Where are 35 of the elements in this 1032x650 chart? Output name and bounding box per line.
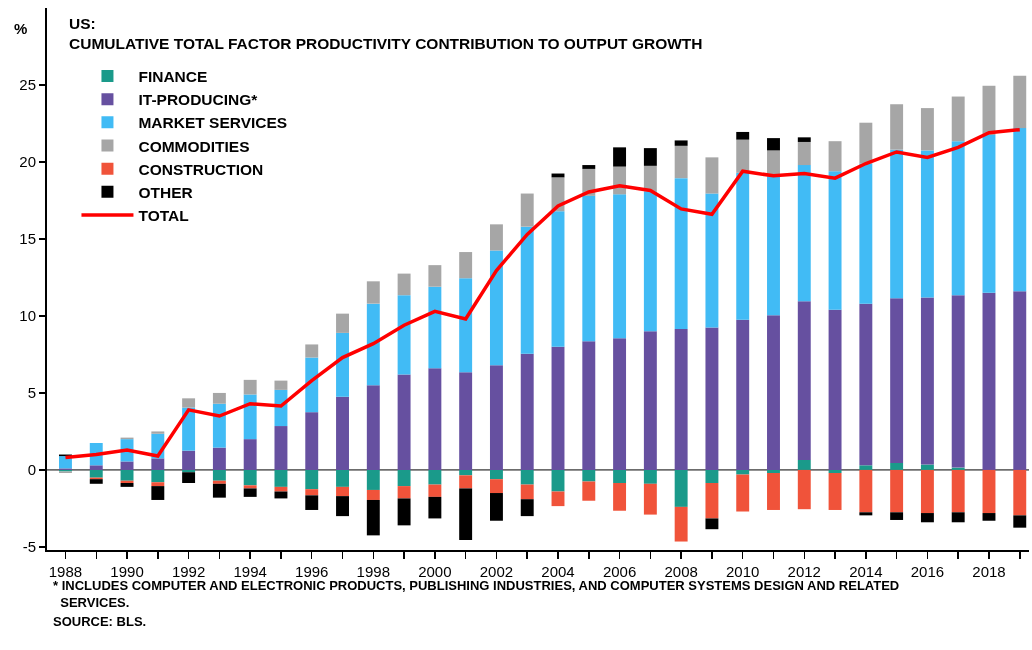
x-tick-label: 2010 (726, 563, 760, 580)
y-tick-label: -5 (22, 538, 36, 556)
x-tick-label: 2014 (849, 563, 883, 580)
y-tick-label: 25 (19, 76, 36, 94)
x-tick-label: 1990 (110, 563, 144, 580)
text: CUMULATIVE TOTAL FACTOR PRODUCTIVITY CONTRIBUTION TO OUTPUT GROWTH (69, 35, 703, 53)
x-tick-label: 2008 (664, 563, 698, 580)
legend-label: IT-PRODUCING* (138, 91, 259, 109)
y-tick-label: 15 (19, 230, 36, 248)
x-tick-label: 1996 (295, 563, 329, 580)
x-tick-label: 2006 (602, 563, 637, 580)
y-axis-title: % (14, 20, 28, 37)
chart-title: US: (69, 15, 96, 32)
source-note: SOURCE: BLS. (53, 614, 147, 629)
x-tick-label: 2016 (910, 563, 945, 580)
y-tick-label: 10 (19, 307, 36, 325)
x-tick-label: 1992 (171, 563, 206, 580)
x-tick-label: 2012 (787, 563, 821, 580)
legend-label: MARKET SERVICES (138, 114, 288, 132)
x-tick-label: 1998 (356, 563, 390, 580)
y-tick-label: 0 (27, 461, 36, 479)
y-tick-label: 5 (27, 384, 36, 402)
x-tick-label: 2004 (541, 563, 575, 580)
x-tick-label: 1994 (233, 563, 267, 580)
legend-label: FINANCE (138, 68, 208, 86)
x-tick-label: 2018 (972, 563, 1006, 580)
x-tick-label: 2002 (479, 563, 514, 580)
legend-label: OTHER (138, 183, 193, 201)
x-tick-label: 1988 (48, 563, 83, 580)
text: * INCLUDES COMPUTER AND ELECTRONIC PRODUCTS, PUBLISHING INDUSTRIES, AND COMPUTER SYSTEMS DESIGN AND RELATED SERVICES. (53, 578, 900, 610)
y-tick-label: 20 (19, 153, 36, 171)
legend-label: COMMODITIES (138, 137, 250, 155)
legend-label: TOTAL (138, 207, 189, 225)
legend-label: CONSTRUCTION (138, 160, 264, 178)
x-tick-label: 2000 (418, 563, 452, 580)
